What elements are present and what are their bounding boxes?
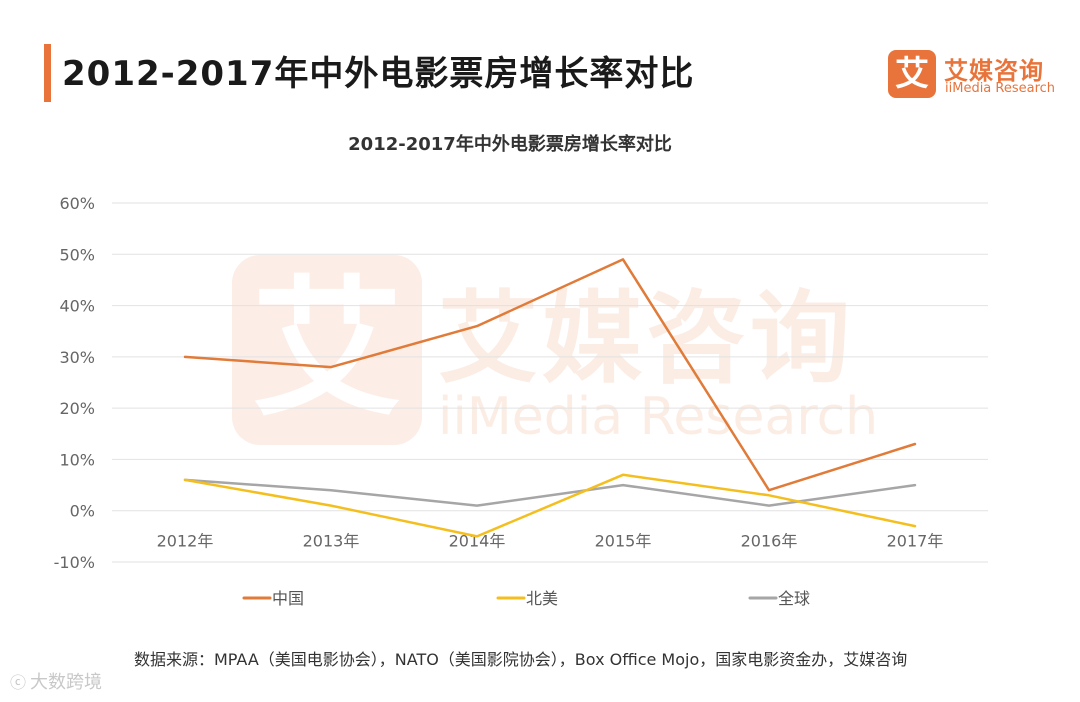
- x-tick-label: 2015年: [595, 532, 652, 551]
- y-tick-label: 60%: [59, 194, 95, 213]
- x-tick-label: 2016年: [741, 532, 798, 551]
- series-line-0: [183, 258, 917, 492]
- legend-label: 北美: [526, 589, 558, 608]
- weibo-icon: ⓒ: [10, 673, 27, 692]
- x-tick-label: 2013年: [303, 532, 360, 551]
- corner-watermark: ⓒ 大数跨境: [10, 668, 102, 694]
- legend-label: 中国: [272, 589, 304, 608]
- chart-title: 2012-2017年中外电影票房增长率对比: [348, 133, 672, 155]
- title-accent-bar: [44, 44, 51, 102]
- corner-watermark-text: 大数跨境: [30, 672, 103, 693]
- data-source-note: 数据来源：MPAA（美国电影协会），NATO（美国影院协会），Box Offic…: [134, 650, 908, 669]
- page-title: 2012-2017年中外电影票房增长率对比: [62, 54, 695, 94]
- y-tick-label: 50%: [59, 245, 95, 264]
- series-line-1: [183, 473, 917, 538]
- series-line-2: [183, 478, 917, 507]
- legend-label: 全球: [778, 589, 810, 608]
- y-tick-label: 20%: [59, 399, 95, 418]
- brand-subtitle: iiMedia Research: [945, 81, 1056, 96]
- x-tick-label: 2017年: [887, 532, 944, 551]
- x-tick-label: 2012年: [157, 532, 214, 551]
- y-tick-label: 40%: [59, 297, 95, 316]
- brand-logo-block: 艾 艾媒咨询 iiMedia Research: [888, 50, 1060, 100]
- brand-logo-icon: 艾: [888, 50, 936, 98]
- y-tick-label: 30%: [59, 348, 95, 367]
- y-tick-label: -10%: [54, 553, 95, 572]
- x-tick-label: 2014年: [449, 532, 506, 551]
- y-tick-label: 10%: [59, 450, 95, 469]
- y-tick-label: 0%: [70, 502, 95, 521]
- brand-name: 艾媒咨询: [944, 57, 1044, 85]
